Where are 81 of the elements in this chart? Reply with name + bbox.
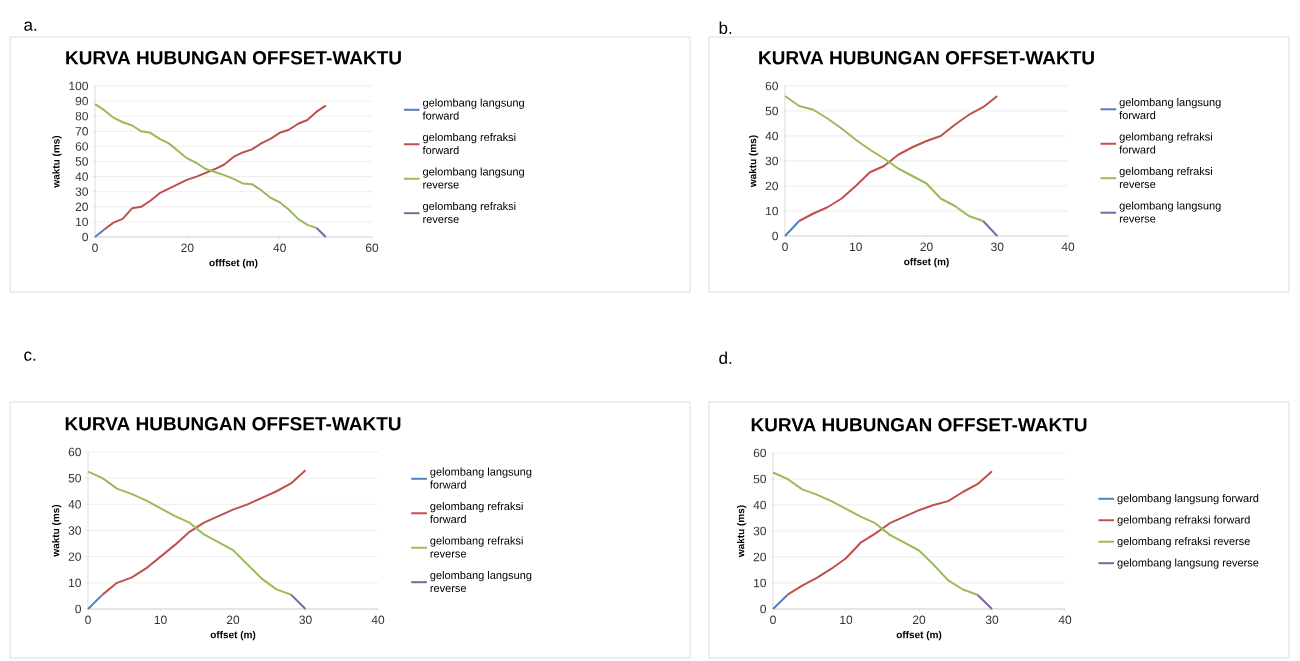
y-tick-label: 60 (75, 142, 88, 151)
y-tick-label: 0 (772, 231, 779, 241)
y-tick-label: 30 (75, 187, 88, 196)
y-tick-label: 20 (765, 181, 779, 191)
x-axis-title: offset (m) (904, 257, 949, 268)
legend-label: gelombang langsung reverse (1119, 201, 1221, 223)
y-tick-label: 30 (68, 526, 81, 535)
x-tick-label: 40 (273, 243, 286, 253)
y-tick-label: 50 (765, 106, 779, 116)
x-axis-title: offset (m) (896, 630, 942, 641)
y-tick-label: 10 (754, 578, 767, 588)
legend-label: gelombang langsung forward (422, 98, 524, 120)
x-tick-label: 20 (226, 615, 240, 625)
x-tick-label: 0 (92, 243, 98, 253)
x-tick-label: 40 (1058, 615, 1072, 625)
legend-label: gelombang refraksi reverse (423, 201, 516, 224)
x-axis-title: offset (m) (210, 630, 256, 641)
legend-label: gelombang langsung forward (430, 467, 532, 489)
chart-title: KURVA HUBUNGAN OFFSET-WAKTU (759, 51, 1094, 65)
x-tick-label: 30 (985, 615, 999, 625)
legend-label: gelombang langsung reverse (1117, 558, 1259, 569)
y-tick-label: 50 (75, 157, 88, 166)
legend-label: gelombang langsung forward (1117, 494, 1259, 505)
legend-label: gelombang refraksi forward (430, 502, 523, 524)
y-tick-label: 20 (68, 552, 81, 561)
y-tick-label: 0 (82, 232, 89, 242)
legend-label: gelombang refraksi reverse (1119, 167, 1212, 189)
y-tick-label: 10 (766, 206, 779, 216)
y-tick-label: 50 (68, 473, 81, 483)
x-tick-label: 10 (840, 615, 853, 625)
y-tick-label: 80 (75, 111, 88, 121)
y-axis-title: waktu (ms) (748, 135, 759, 188)
chart-title: KURVA HUBUNGAN OFFSET-WAKTU (66, 51, 401, 65)
y-axis-title: waktu (ms) (52, 135, 62, 188)
x-tick-label: 30 (991, 242, 1004, 252)
chart-title: KURVA HUBUNGAN OFFSET-WAKTU (751, 418, 1087, 432)
y-tick-label: 30 (753, 526, 767, 536)
y-tick-label: 40 (68, 500, 81, 509)
x-tick-label: 30 (299, 615, 312, 625)
x-tick-label: 40 (371, 615, 385, 625)
x-tick-label: 40 (1061, 242, 1075, 252)
x-tick-label: 60 (365, 243, 379, 253)
y-tick-label: 30 (765, 156, 779, 166)
y-tick-label: 0 (760, 604, 767, 614)
text: c. (24, 351, 36, 361)
y-tick-label: 40 (753, 500, 767, 510)
text: d. (719, 351, 732, 365)
y-tick-label: 50 (753, 474, 767, 484)
y-axis-title: waktu (ms) (51, 504, 62, 557)
text: b. (719, 21, 732, 35)
x-tick-label: 20 (912, 615, 926, 625)
legend-label: gelombang refraksi forward (422, 133, 516, 155)
x-tick-label: 10 (850, 242, 862, 252)
legend-label: gelombang refraksi reverse (1117, 537, 1250, 548)
y-tick-label: 100 (69, 81, 88, 91)
y-axis-title: waktu (ms) (736, 505, 747, 558)
x-tick-label: 20 (920, 242, 933, 252)
legend-label: gelombang langsung reverse (423, 167, 524, 189)
y-tick-label: 60 (753, 448, 767, 458)
y-tick-label: 40 (765, 131, 779, 141)
y-tick-label: 90 (75, 96, 88, 106)
y-tick-label: 10 (69, 578, 81, 588)
legend-label: gelombang langsung forward (1119, 98, 1221, 120)
y-tick-label: 0 (75, 604, 82, 614)
legend-label: gelombang refraksi forward (1119, 132, 1212, 154)
y-tick-label: 40 (75, 172, 88, 181)
x-tick-label: 0 (782, 242, 788, 252)
legend-label: gelombang refraksi forward (1117, 515, 1250, 526)
y-tick-label: 70 (75, 127, 88, 136)
legend-label: gelombang langsung reverse (430, 570, 532, 593)
x-axis-title: offfset (m) (209, 258, 258, 269)
y-tick-label: 60 (765, 81, 779, 91)
text: a. (24, 21, 37, 31)
x-tick-label: 20 (181, 243, 194, 253)
y-tick-label: 20 (75, 202, 88, 212)
x-tick-label: 10 (154, 615, 167, 625)
y-tick-label: 60 (68, 447, 81, 457)
legend-label: gelombang refraksi reverse (430, 536, 523, 558)
y-tick-label: 10 (76, 217, 88, 227)
y-tick-label: 20 (753, 552, 767, 562)
chart-title: KURVA HUBUNGAN OFFSET-WAKTU (65, 417, 401, 431)
